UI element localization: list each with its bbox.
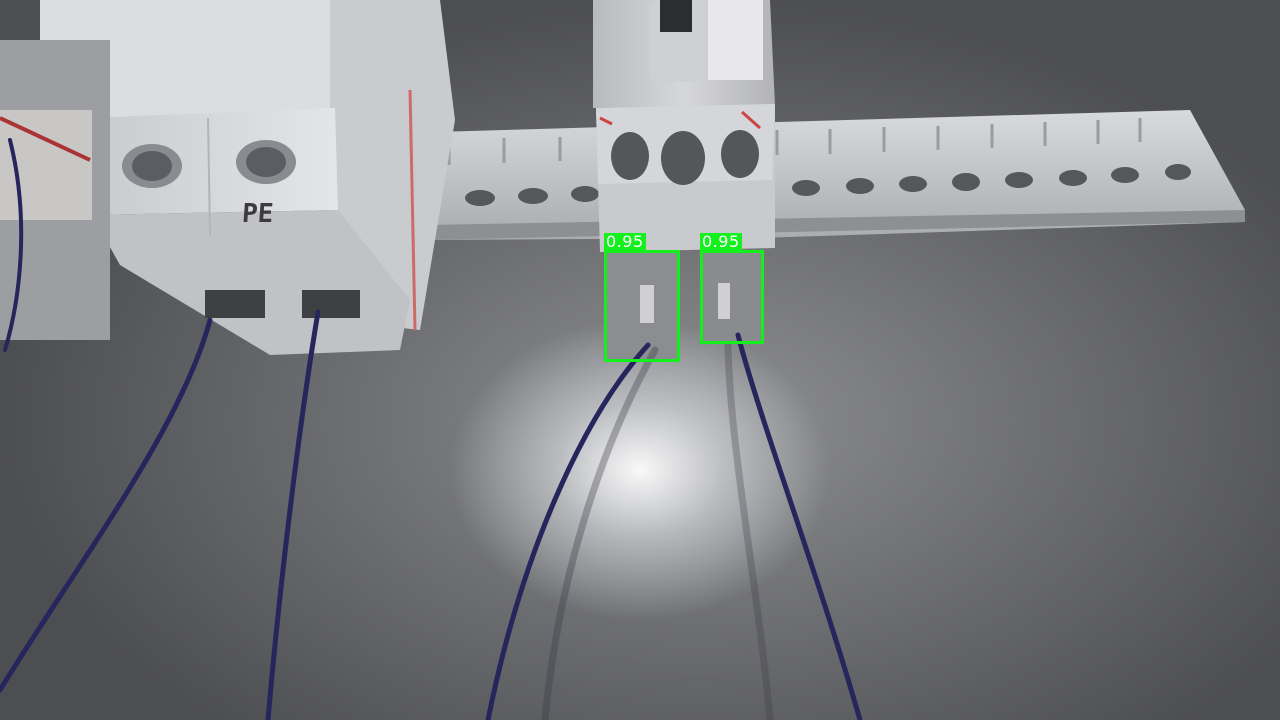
detection-confidence-label: 0.95	[604, 232, 646, 251]
detection-box	[700, 250, 764, 344]
wires	[0, 138, 863, 720]
detection-box	[604, 250, 680, 362]
pe-terminal-block	[0, 0, 455, 355]
circuit-breaker	[593, 0, 775, 360]
din-rail	[425, 110, 1245, 240]
detection-confidence-label: 0.95	[700, 232, 742, 251]
pe-terminal-label: PE	[240, 199, 275, 229]
